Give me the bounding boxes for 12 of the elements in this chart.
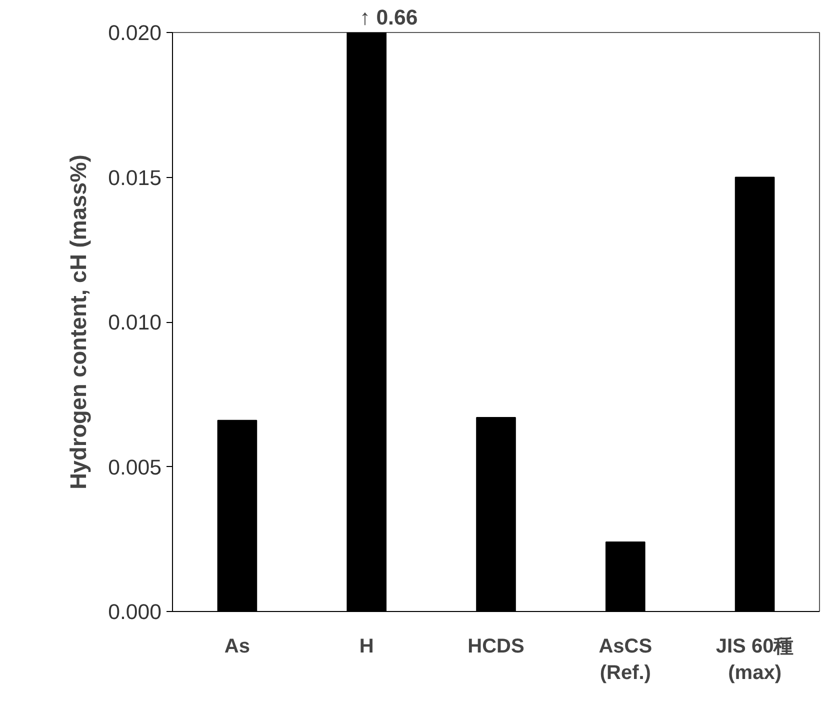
x-tick-label: HCDS bbox=[468, 636, 524, 658]
x-tick-label: H bbox=[359, 636, 374, 658]
x-tick-label: AsCS (Ref.) bbox=[598, 636, 652, 684]
y-axis-title: Hydrogen content, cH (mass%) bbox=[65, 154, 92, 490]
x-tick-label: As bbox=[224, 636, 250, 658]
y-tick-label: 0.005 bbox=[108, 455, 162, 480]
annotation: ↑ 0.66 bbox=[360, 6, 418, 30]
y-tick-label: 0.015 bbox=[108, 166, 162, 190]
y-tick-label: 0.000 bbox=[108, 600, 162, 624]
x-tick-label: JIS 60種 (max) bbox=[716, 636, 794, 684]
y-tick-label: 0.020 bbox=[108, 21, 162, 45]
y-tick-label: 0.010 bbox=[108, 310, 162, 334]
